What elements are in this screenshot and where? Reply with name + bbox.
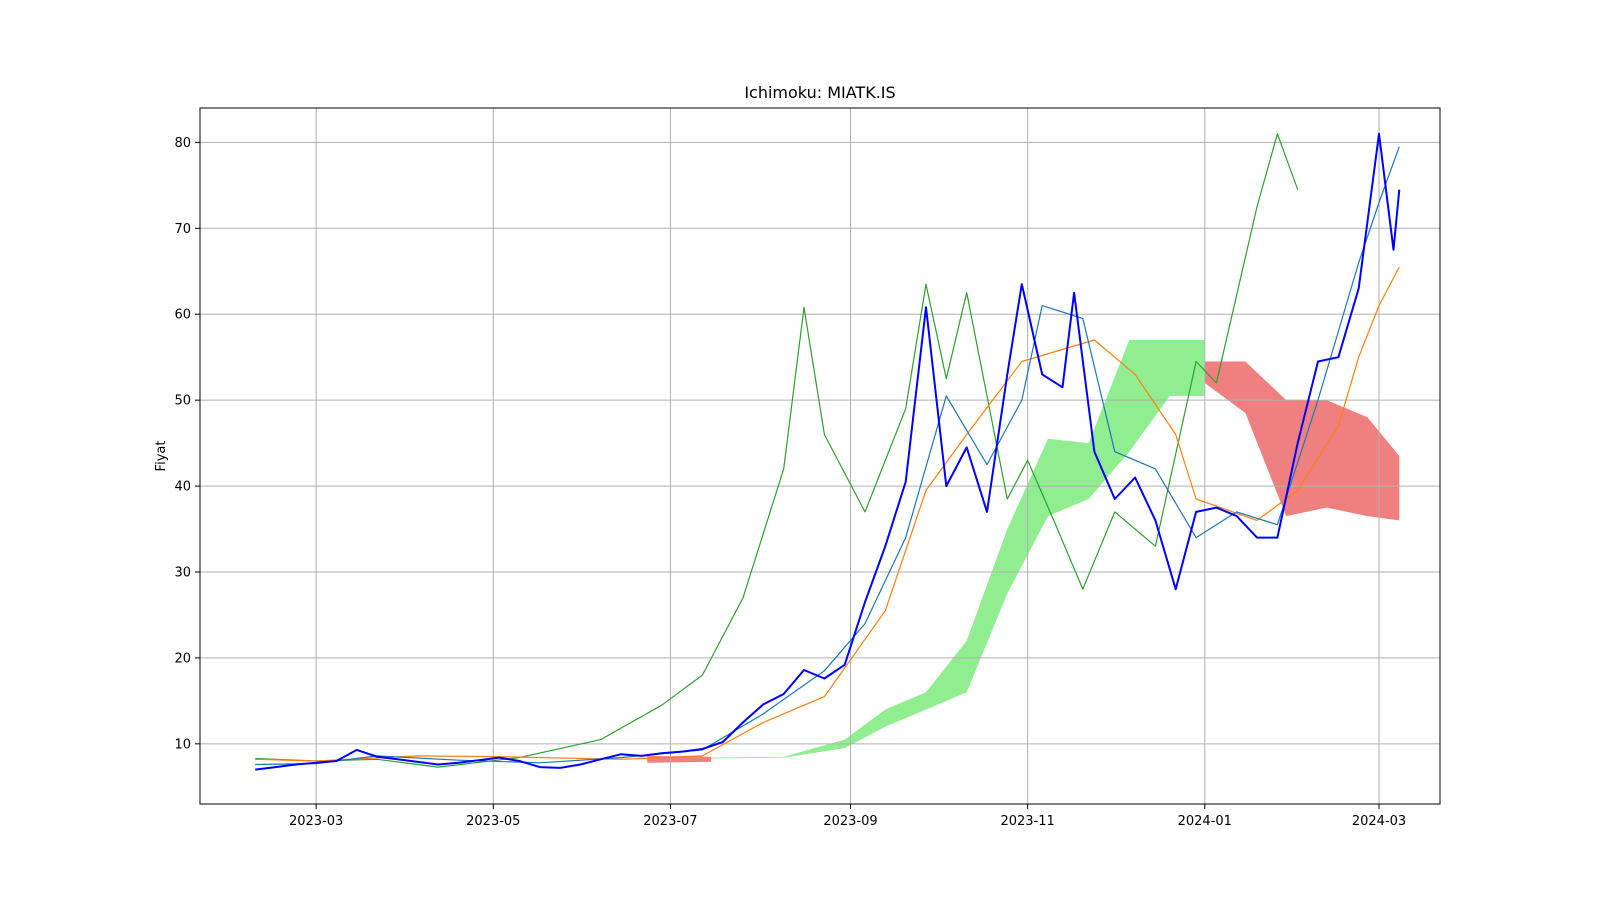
x-tick-label: 2023-11 xyxy=(1000,814,1054,829)
y-tick-label: 10 xyxy=(174,737,191,752)
x-tick-label: 2023-09 xyxy=(823,814,877,829)
x-tick-label: 2023-05 xyxy=(466,814,520,829)
plot-frame xyxy=(199,107,1441,805)
y-tick-label: 30 xyxy=(174,566,191,581)
y-tick-label: 60 xyxy=(174,308,191,323)
kijun-line xyxy=(255,266,1400,762)
x-tick-label: 2023-03 xyxy=(289,814,343,829)
y-axis-label: Fiyat xyxy=(154,441,169,472)
axis-ticks: 2023-03 2023-05 2023-07 2023-09 2023-11 2024-… xyxy=(174,136,1406,829)
y-tick-label: 50 xyxy=(174,394,191,409)
chikou-line xyxy=(255,133,1299,768)
close-line xyxy=(255,132,1401,771)
cloud-bear-segment-2 xyxy=(1204,361,1400,521)
chart-title: Ichimoku: MIATK.IS xyxy=(744,83,895,102)
y-tick-label: 80 xyxy=(174,136,191,151)
cloud-bull-segment-1 xyxy=(711,340,1205,759)
x-tick-label: 2024-03 xyxy=(1352,814,1406,829)
tenkan-line xyxy=(255,146,1400,766)
y-tick-label: 40 xyxy=(174,480,191,495)
series-lines xyxy=(255,132,1401,771)
y-tick-label: 20 xyxy=(174,651,191,666)
x-tick-label: 2023-07 xyxy=(643,814,697,829)
x-tick-label: 2024-01 xyxy=(1178,814,1232,829)
grid-lines xyxy=(200,108,1440,804)
y-tick-label: 70 xyxy=(174,222,191,237)
